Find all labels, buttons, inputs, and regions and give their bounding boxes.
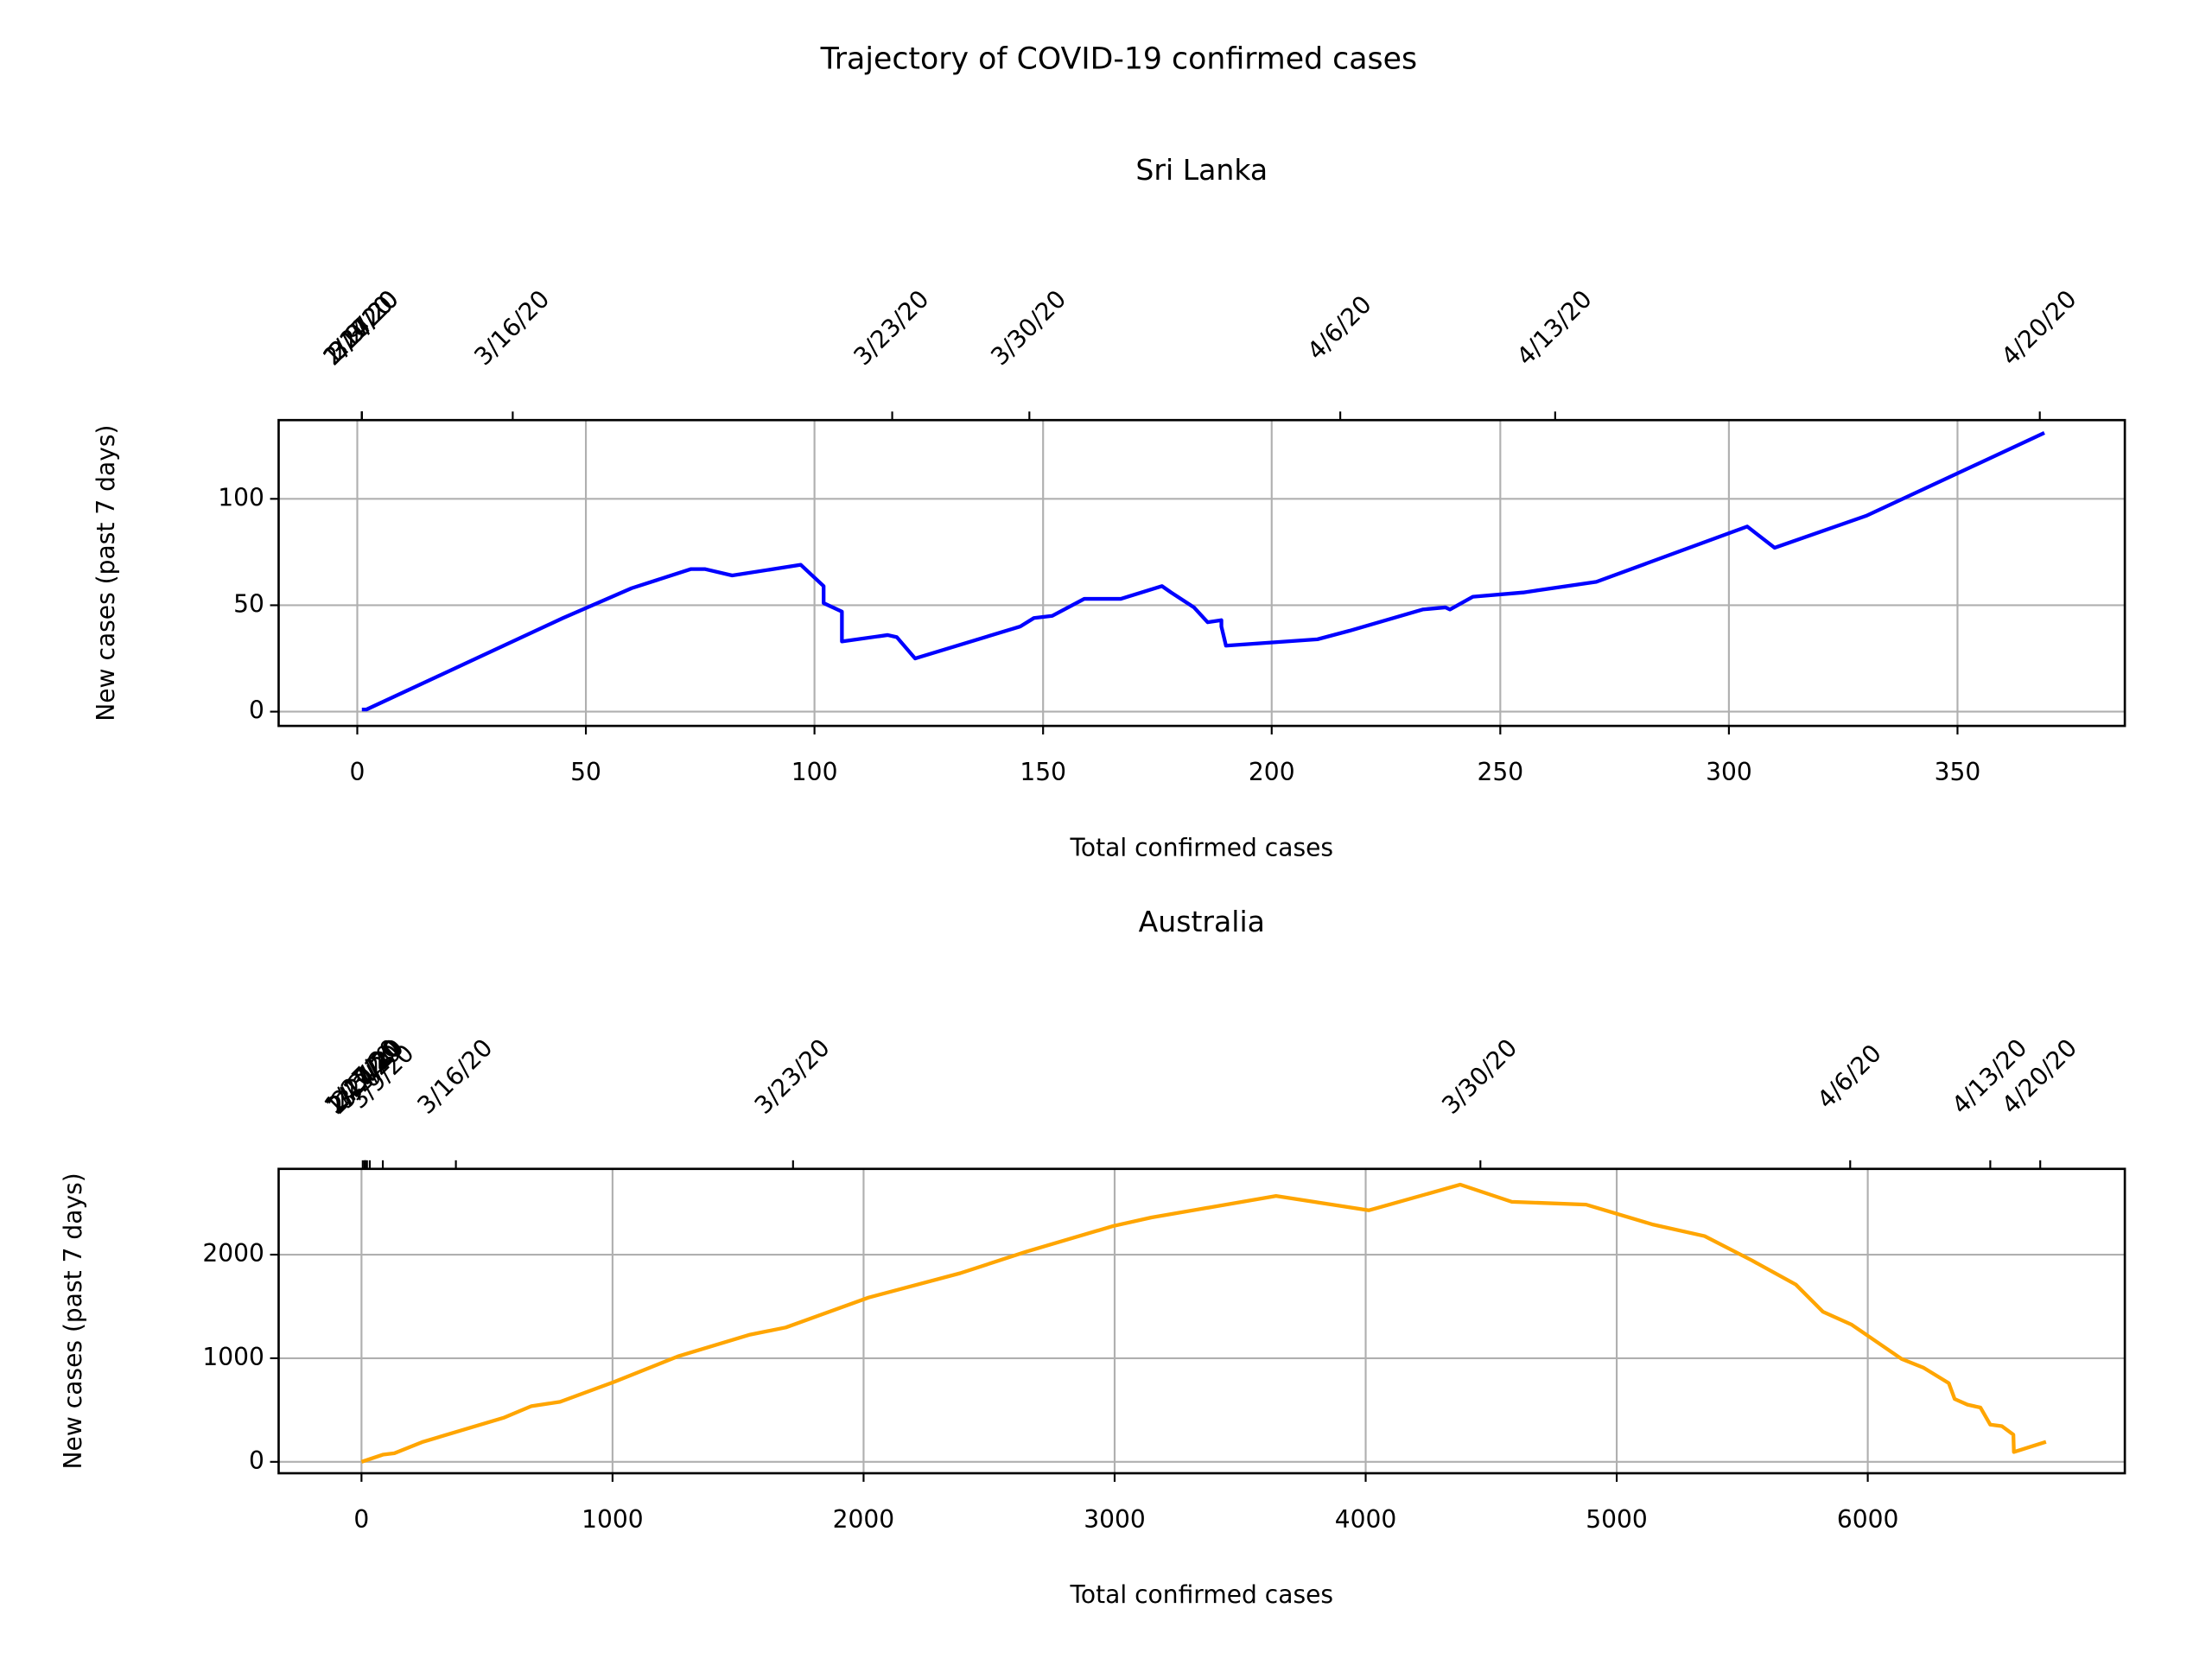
plot-frame: [277, 418, 2126, 728]
top-tick-label: 4/20/20: [1996, 284, 2082, 371]
data-line: [361, 431, 2045, 712]
x-tick-label: 50: [570, 758, 601, 786]
figure-title: Trajectory of COVID-19 confirmed cases: [820, 41, 1417, 76]
x-axis-label: Total confirmed cases: [1070, 1580, 1334, 1609]
x-tick-label: 3000: [1084, 1505, 1146, 1534]
y-tick-label: 100: [218, 483, 264, 512]
y-axis-label: New cases (past 7 days): [92, 425, 120, 721]
x-tick-label: 250: [1477, 758, 1523, 786]
top-tick-label: 3/30/20: [1436, 1033, 1522, 1120]
x-tick-label: 100: [791, 758, 838, 786]
x-tick-label: 6000: [1837, 1505, 1899, 1534]
top-tick-label: 4/6/20: [1301, 290, 1376, 365]
top-tick-label: 4/13/20: [1511, 284, 1598, 371]
top-tick-label: 3/23/20: [749, 1033, 836, 1120]
y-axis-label: New cases (past 7 days): [59, 1173, 87, 1469]
y-tick-label: 1000: [202, 1343, 264, 1371]
top-tick-label: 3/16/20: [468, 284, 555, 371]
x-tick-label: 4000: [1335, 1505, 1397, 1534]
top-tick-label: 4/6/20: [1812, 1039, 1887, 1114]
x-tick-label: 0: [353, 1505, 369, 1534]
top-tick-label: 3/30/20: [985, 284, 1071, 371]
x-axis-label: Total confirmed cases: [1070, 833, 1334, 861]
x-tick-label: 5000: [1586, 1505, 1648, 1534]
y-tick-label: 0: [249, 1446, 264, 1475]
x-tick-label: 350: [1935, 758, 1981, 786]
y-tick-label: 2000: [202, 1239, 264, 1268]
x-tick-label: 2000: [833, 1505, 895, 1534]
subplot-title: Sri Lanka: [1135, 153, 1268, 187]
x-tick-label: 150: [1020, 758, 1066, 786]
plot-frame: [277, 1167, 2126, 1475]
top-tick-label: 3/23/20: [849, 284, 935, 371]
data-line: [360, 1182, 2047, 1464]
x-tick-label: 0: [350, 758, 365, 786]
top-tick-label: 3/9/20: [323, 290, 398, 365]
top-tick-label: 3/16/20: [412, 1033, 499, 1120]
x-tick-label: 200: [1249, 758, 1295, 786]
subplot-title: Australia: [1139, 905, 1265, 938]
y-tick-label: 0: [249, 696, 264, 725]
y-tick-label: 50: [233, 589, 264, 618]
x-tick-label: 1000: [582, 1505, 644, 1534]
x-tick-label: 300: [1706, 758, 1752, 786]
